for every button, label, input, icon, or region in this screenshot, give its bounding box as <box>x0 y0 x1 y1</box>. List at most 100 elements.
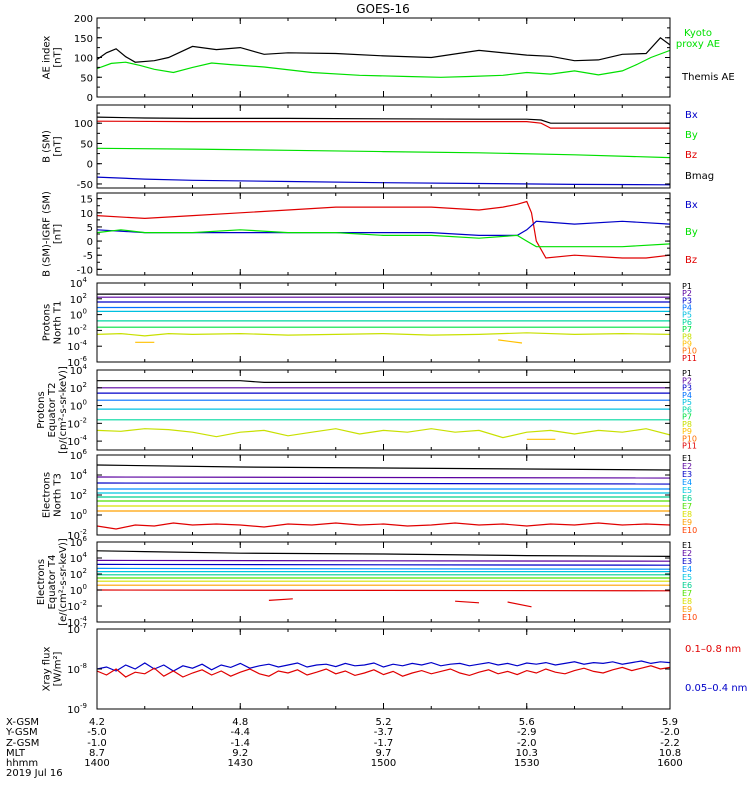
y-tick-label: 106 <box>70 535 88 549</box>
series-group-xray <box>97 660 670 678</box>
x-axis-value: 1500 <box>371 758 396 769</box>
series-bigrf-by <box>97 229 670 248</box>
y-tick-label: 104 <box>70 363 88 377</box>
legend-entry: E9 <box>682 605 692 614</box>
y-tick-label: 10-4 <box>67 339 87 353</box>
x-axis-value: 1530 <box>514 758 539 769</box>
y-axis-label-pn: Protons <box>42 304 53 341</box>
legend-entry: P11 <box>682 354 697 363</box>
legend-entry: 0.1–0.8 nm <box>685 644 741 655</box>
y-tick-label: 10-4 <box>67 434 87 448</box>
legend-entry: proxy AE <box>676 39 720 50</box>
x-axis-value: -2.0 <box>660 727 680 738</box>
x-axis-value: 9.7 <box>376 748 392 759</box>
y-tick-label: 10-2 <box>67 416 87 430</box>
x-axis-value: -3.7 <box>374 727 394 738</box>
legend-entry: E1 <box>682 541 692 550</box>
legend-entry: P1 <box>682 282 692 291</box>
y-tick-label: 10-7 <box>67 622 87 636</box>
legend-entry: P2 <box>682 289 692 298</box>
legend-entry: E5 <box>682 573 692 582</box>
legend-entry: P7 <box>682 325 692 334</box>
y-tick-label: 200 <box>74 14 93 25</box>
y-axis-label-bsm: B (SM) <box>42 130 53 163</box>
y-axis-label-en: Electrons <box>42 472 53 518</box>
legend-entry: P8 <box>682 420 692 429</box>
x-axis-value: -1.4 <box>230 738 250 749</box>
y-tick-label: 10-9 <box>67 702 87 716</box>
x-axis-value: 5.6 <box>519 717 535 728</box>
y-tick-label: 5 <box>87 223 93 234</box>
series-bsm-bz <box>97 120 670 129</box>
legend-entry: P6 <box>682 405 692 414</box>
legend-entry: Themis AE <box>681 72 735 83</box>
y-axis-label-bigrf: [nT] <box>53 224 64 244</box>
panel-frame-ae <box>96 17 671 98</box>
x-axis-row-name: Y-GSM <box>5 727 38 738</box>
legend-entry: E3 <box>682 557 692 566</box>
y-tick-label: 100 <box>70 508 87 522</box>
y-tick-label: 104 <box>70 551 88 565</box>
y-tick-label: 102 <box>70 567 87 581</box>
series-bigrf-bx <box>97 220 670 236</box>
series-group-ae <box>97 36 670 78</box>
y-axis-label-ae: AE index <box>42 36 53 80</box>
y-tick-label: 10-4 <box>67 615 87 629</box>
series-bsm-by <box>97 147 670 159</box>
legend-entry: E7 <box>682 502 692 511</box>
series-group-bsm <box>97 116 670 186</box>
legend-entry: P5 <box>682 311 692 320</box>
legend-entry: By <box>685 227 698 238</box>
y-tick-label: 106 <box>70 448 88 462</box>
y-tick-label: 102 <box>70 488 87 502</box>
y-axis-label-bsm: [nT] <box>53 136 64 156</box>
series-group-bigrf <box>97 200 670 259</box>
x-axis-value: -2.2 <box>660 738 680 749</box>
legend-entry: E8 <box>682 510 692 519</box>
series-bsm-bmag <box>97 116 670 124</box>
legend-entry: 0.05–0.4 nm <box>685 683 747 694</box>
series-xray-0.1-0.8-nm <box>97 665 670 678</box>
series-ee-e4 <box>97 567 670 570</box>
series-ee-e10c <box>455 600 480 604</box>
legend-entry: E1 <box>682 454 692 463</box>
legend-entry: P4 <box>682 304 692 313</box>
legend-entry: Bmag <box>685 171 714 182</box>
panel-bsm: 100 50 0 -50 B (SM) [nT] Bx By Bz Bmag <box>42 104 714 191</box>
y-tick-label: 15 <box>80 195 93 206</box>
legend-entry: E10 <box>682 526 697 535</box>
series-pe-p7 <box>97 428 670 439</box>
panel-frame-en <box>96 454 671 536</box>
legend-entry: P2 <box>682 376 692 385</box>
x-axis-value: 4.8 <box>232 717 248 728</box>
legend-entry: E2 <box>682 462 692 471</box>
legend-entry: Kyoto <box>684 28 712 39</box>
legend-entry: E6 <box>682 581 692 590</box>
y-tick-label: -5 <box>83 251 93 262</box>
legend-entry: E4 <box>682 478 692 487</box>
y-axis-label-ee: Equator T4 <box>47 555 58 610</box>
x-axis-labels: X-GSM 4.2 4.8 5.2 5.6 5.9 Y-GSM -5.0 -4.4 -3.7 -2.… <box>5 717 683 779</box>
x-axis-value: -2.9 <box>517 727 537 738</box>
x-axis-value: -1.0 <box>87 738 107 749</box>
y-axis-label-ee: [e/(cm²-s-sr-keV)] <box>58 538 69 626</box>
legend-entry: P3 <box>682 296 692 305</box>
legend-entry: P7 <box>682 413 692 422</box>
panel-bigrf: 15 10 5 0 -5 -10 B (SM)-IGRF (SM) [nT] Bx By Bz <box>42 191 698 277</box>
legend-entry: P3 <box>682 384 692 393</box>
y-tick-label: 102 <box>70 381 87 395</box>
y-tick-label: 10-6 <box>67 355 87 369</box>
panel-xray: 10-7 10-8 10-9 Xray flux [W/m²] 0.1–0.8 nm 0.0… <box>42 622 748 716</box>
series-ee-e1 <box>97 550 670 558</box>
y-tick-label: 102 <box>70 292 87 306</box>
x-axis-value: 5.9 <box>662 717 678 728</box>
series-ee-e2 <box>97 559 670 562</box>
legend-entry: P6 <box>682 318 692 327</box>
x-axis-value: 1400 <box>84 758 109 769</box>
series-pn-p8 <box>97 332 670 337</box>
y-axis-label-pn: North T1 <box>53 301 64 345</box>
legend-entry: E10 <box>682 613 697 622</box>
